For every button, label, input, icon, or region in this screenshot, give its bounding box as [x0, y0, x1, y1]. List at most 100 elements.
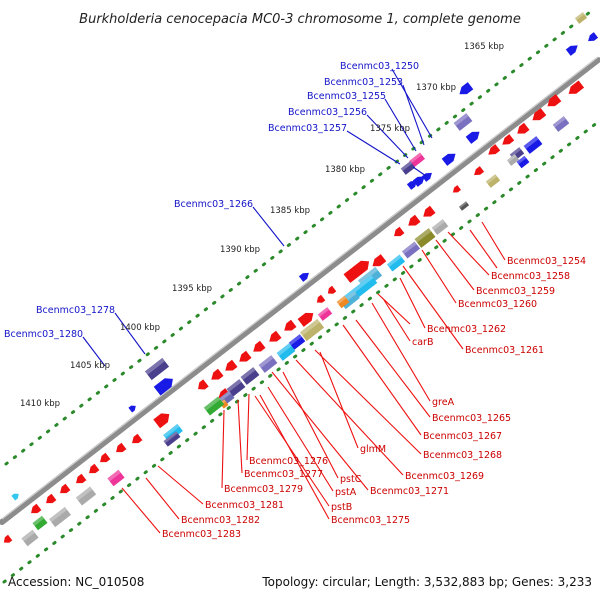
- gene-arrow: [372, 254, 387, 267]
- gene-feature: [431, 219, 449, 235]
- gene-feature: [240, 367, 260, 385]
- kbp-tick-label: 1390 kbp: [220, 245, 260, 255]
- gene-arrow: [568, 80, 585, 94]
- map-title: Burkholderia cenocepacia MC0-3 chromosom…: [79, 12, 521, 27]
- gene-arrow: [225, 359, 238, 371]
- label-leaders: [82, 68, 506, 534]
- gene-arrow: [406, 180, 417, 190]
- gene-arrow: [269, 330, 282, 342]
- gene-feature: [276, 343, 296, 361]
- gene-arrow: [132, 433, 143, 444]
- gene-feature: [21, 529, 39, 547]
- gene-feature: [336, 295, 350, 309]
- gene-label-lower: Bcenmc03_1254: [507, 256, 586, 267]
- gene-arrow: [76, 473, 87, 484]
- gene-arrow: [408, 214, 421, 226]
- gene-label-lower: Bcenmc03_1282: [181, 515, 260, 526]
- gene-arrow: [239, 350, 252, 362]
- gene-feature: [401, 241, 421, 259]
- accession-text: Accession: NC_010508: [8, 575, 144, 589]
- gene-feature: [458, 201, 470, 211]
- gene-label-lower: pstA: [335, 487, 357, 498]
- gene-label-lower: Bcenmc03_1267: [423, 431, 502, 442]
- gene-arrow: [316, 294, 326, 303]
- gene-label-lower: Bcenmc03_1269: [405, 471, 484, 482]
- kbp-tick-label: 1385 kbp: [270, 206, 310, 216]
- gene-arrow: [488, 144, 501, 155]
- kbp-tick-label: 1380 kbp: [325, 165, 365, 175]
- gene-arrow: [60, 483, 71, 494]
- gene-label-upper: Bcenmc03_1278: [36, 305, 115, 316]
- gene-feature: [226, 379, 246, 397]
- gene-feature: [32, 515, 48, 531]
- gene-label-lower: Bcenmc03_1279: [224, 484, 303, 495]
- gene-feature: [516, 155, 530, 169]
- gene-arrow: [343, 260, 370, 283]
- kbp-tick-label: 1375 kbp: [370, 124, 410, 134]
- lower-gene-labels: Bcenmc03_1254 Bcenmc03_1258 Bcenmc03_1259 B…: [162, 256, 586, 540]
- gene-arrow: [421, 172, 432, 182]
- kbp-tick-label: 1410 kbp: [20, 399, 60, 409]
- kbp-tick-label: 1400 kbp: [120, 323, 160, 333]
- gene-arrow: [116, 442, 127, 453]
- tick-track-lower: [2, 120, 600, 584]
- gene-feature: [506, 154, 520, 166]
- gene-arrow: [89, 463, 100, 474]
- gene-feature: [317, 307, 333, 321]
- gene-arrow: [441, 153, 456, 166]
- gene-arrow: [284, 319, 297, 331]
- genes-upper-track: [11, 12, 599, 501]
- gene-feature: [400, 161, 416, 175]
- gene-feature: [523, 136, 543, 154]
- kbp-tick-label: 1370 kbp: [416, 83, 456, 93]
- gene-label-lower: Bcenmc03_1265: [432, 413, 511, 424]
- gene-label-lower: Bcenmc03_1259: [476, 286, 555, 297]
- gene-arrow: [532, 108, 547, 121]
- gene-feature: [409, 152, 425, 168]
- gene-feature: [75, 486, 97, 506]
- chromosome-backbone: [0, 57, 600, 525]
- gene-arrow: [153, 378, 173, 396]
- gene-label-lower: Bcenmc03_1281: [205, 500, 284, 511]
- gene-arrow: [128, 405, 136, 413]
- gene-arrow: [3, 534, 13, 543]
- gene-arrow: [298, 272, 309, 282]
- gene-feature: [107, 469, 125, 487]
- gene-label-lower: carB: [412, 337, 433, 348]
- gene-label-lower: Bcenmc03_1276: [249, 456, 328, 467]
- gene-feature: [163, 431, 181, 447]
- gene-label-upper: Bcenmc03_1250: [340, 61, 419, 72]
- gene-arrow: [547, 94, 562, 107]
- gene-label-upper: Bcenmc03_1266: [174, 199, 253, 210]
- gene-label-upper: Bcenmc03_1253: [324, 77, 403, 88]
- gene-feature: [574, 12, 588, 24]
- gene-label-lower: Bcenmc03_1271: [370, 486, 449, 497]
- gene-label-upper: Bcenmc03_1256: [288, 107, 367, 118]
- gene-arrow: [100, 452, 111, 463]
- gene-arrow: [327, 285, 337, 294]
- genome-summary-text: Topology: circular; Length: 3,532,883 bp…: [261, 575, 592, 589]
- gene-arrow: [465, 131, 480, 144]
- gene-label-lower: Bcenmc03_1260: [458, 299, 537, 310]
- gene-feature: [288, 334, 306, 350]
- gene-feature: [552, 116, 570, 132]
- gene-label-lower: pstC: [340, 474, 362, 485]
- gene-arrow: [588, 32, 599, 42]
- gene-label-upper: Bcenmc03_1255: [307, 91, 386, 102]
- gene-arrow: [474, 166, 485, 176]
- gene-feature: [414, 228, 436, 248]
- gene-arrow: [423, 205, 436, 217]
- gene-feature: [299, 318, 325, 342]
- gene-label-upper: Bcenmc03_1280: [4, 329, 83, 340]
- gene-label-lower: Bcenmc03_1268: [423, 450, 502, 461]
- gene-arrow: [459, 82, 474, 95]
- gene-feature: [386, 254, 406, 272]
- gene-label-lower: pstB: [331, 502, 352, 513]
- gene-label-lower: Bcenmc03_1283: [162, 529, 241, 540]
- gene-arrow: [565, 45, 578, 56]
- gene-label-lower: greA: [432, 397, 455, 408]
- gene-arrow: [452, 185, 461, 193]
- genes-lower-track: [3, 80, 585, 547]
- gene-feature: [453, 113, 473, 131]
